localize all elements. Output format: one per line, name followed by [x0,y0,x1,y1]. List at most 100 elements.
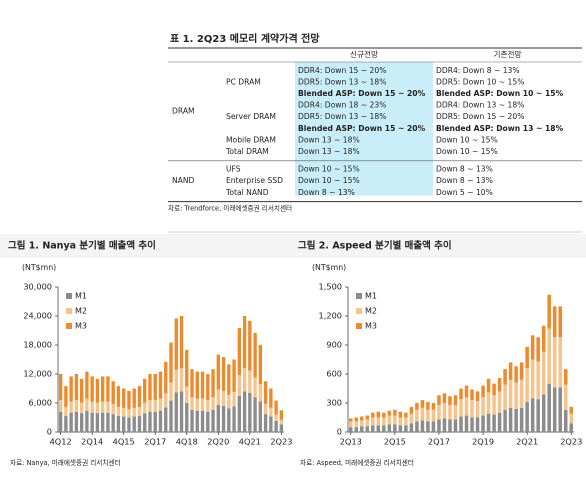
bar-segment [174,392,178,432]
bar-segment [536,399,540,432]
bar-segment [116,416,121,432]
bar-segment [409,413,414,424]
chart-source: 자료: Nanya, 미래에셋증권 리서치센터 [10,458,121,467]
x-tick-label: 4Q18 [176,437,198,447]
bar-segment [503,409,507,432]
bar-segment [200,410,205,432]
bar-segment [153,374,157,401]
bar-segment [242,316,247,369]
bar-segment [90,376,94,402]
bar-segment [360,416,364,421]
forecast-cell: DDR5: Down 13 ~ 18% [298,112,386,121]
bar-segment [127,390,131,410]
bar-segment [137,406,142,417]
bar-segment [426,409,430,422]
forecast-cell: Down 8 ~ 13% [436,165,493,174]
bar-segment [354,421,359,428]
bar-segment [365,419,370,427]
bar-segment [415,409,419,422]
bar-segment [100,401,105,413]
x-tick-label: 2Q20 [207,437,229,447]
bar-segment [106,412,110,432]
bar-segment [387,410,392,416]
bar-segment [269,407,273,417]
bar-segment [475,417,480,432]
x-tick-label: 2Q23 [560,437,582,447]
bar-segment [371,412,375,418]
bar-segment [404,425,408,432]
product-label: PC DRAM [226,77,261,86]
bar-segment [360,420,364,427]
product-label: Total NAND [225,188,269,197]
bar-segment [547,383,551,432]
bar-segment [279,419,284,425]
bar-segment [426,421,430,432]
bar-segment [530,398,535,432]
bar-segment [216,404,220,432]
bar-segment [453,404,458,420]
bar-segment [382,412,386,418]
bar-segment [569,413,574,424]
bar-segment [164,393,168,408]
bar-segment [541,394,546,432]
bar-segment [206,374,210,401]
bar-segment [148,374,152,401]
bar-segment [148,400,152,412]
bar-segment [190,409,194,432]
bar-segment [211,409,215,432]
bar-segment [470,417,474,432]
bar-segment [348,418,353,422]
bar-segment [153,411,157,432]
bar-segment [525,402,529,432]
bar-segment [393,424,397,432]
legend-swatch [356,323,362,329]
bar-segment [116,386,121,407]
bar-segment [409,423,414,432]
bar-segment [279,410,284,420]
bar-segment [179,368,184,392]
bar-segment [263,381,268,404]
bar-segment [153,400,157,412]
bar-segment [90,412,94,432]
forecast-cell: Down 10 ~ 15% [436,135,498,144]
y-tick-label: 24,000 [23,311,52,321]
bar-segment [404,412,408,418]
bar-segment [514,408,518,432]
forecast-cell: DDR5: Down 15 ~ 20% [436,112,524,121]
bar-segment [409,406,414,414]
bar-segment [237,328,242,375]
bar-segment [185,403,189,432]
bar-segment [365,426,370,432]
bar-segment [481,415,485,432]
bar-segment [95,378,100,403]
product-label: Total DRAM [225,147,269,156]
bar-segment [420,400,425,408]
bar-segment [195,371,199,399]
bar-segment [111,403,115,415]
bar-segment [132,388,136,408]
bar-segment [211,397,215,410]
bar-segment [442,418,447,432]
bar-segment [242,368,247,392]
legend-label: M3 [75,322,87,331]
bar-segment [437,404,441,420]
x-tick-label: 2Q17 [428,437,450,447]
bar-segment [74,411,79,432]
bar-segment [85,410,89,432]
y-tick-label: 30,000 [23,282,52,292]
bar-segment [227,364,231,395]
y-tick-label: 900 [326,340,342,350]
bar-segment [100,412,105,432]
bar-segment [58,411,63,432]
bar-segment [530,359,535,399]
forecast-cell: DDR4: Down 15 ~ 20% [298,66,386,75]
bar-segment [232,391,236,407]
forecast-cell: Blended ASP: Down 15 ~ 20% [298,124,426,133]
group-label: DRAM [172,106,195,115]
bar-segment [464,385,469,398]
bar-segment [536,361,540,400]
bar-segment [437,395,441,405]
forecast-cell: Down 5 ~ 10% [436,188,493,197]
table-title: 표 1. 2Q23 메모리 계약가격 전망 [170,32,320,45]
